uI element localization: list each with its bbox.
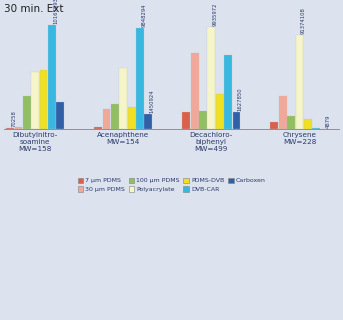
Bar — [14, 127, 22, 129]
Bar — [191, 53, 199, 129]
Text: 10167893: 10167893 — [53, 0, 58, 24]
Text: 9935972: 9935972 — [213, 3, 218, 26]
Text: 70258: 70258 — [11, 110, 16, 127]
Bar — [224, 55, 232, 129]
Bar — [304, 119, 312, 129]
Text: 30 min. Ext: 30 min. Ext — [4, 4, 64, 14]
Text: 1450924: 1450924 — [150, 89, 155, 113]
Bar — [31, 72, 39, 129]
Text: 4879: 4879 — [326, 114, 331, 128]
Legend: 7 μm PDMS, 30 μm PDMS, 100 μm PDMS, Polyacrylate, PDMS-DVB, DVB-CAR, Carboxen: 7 μm PDMS, 30 μm PDMS, 100 μm PDMS, Poly… — [75, 175, 268, 195]
Bar — [128, 107, 135, 129]
Bar — [287, 116, 295, 129]
Bar — [48, 25, 56, 129]
Text: 91374108: 91374108 — [301, 7, 306, 34]
Bar — [182, 112, 190, 129]
Bar — [94, 127, 102, 129]
Bar — [111, 104, 119, 129]
Bar — [23, 96, 31, 129]
Bar — [296, 35, 303, 129]
Text: 1627850: 1627850 — [238, 87, 243, 111]
Bar — [199, 111, 207, 129]
Bar — [119, 68, 127, 129]
Bar — [216, 94, 224, 129]
Bar — [56, 102, 64, 129]
Bar — [40, 70, 47, 129]
Bar — [208, 27, 215, 129]
Bar — [279, 96, 287, 129]
Bar — [312, 128, 320, 129]
Bar — [6, 128, 14, 129]
Bar — [144, 114, 152, 129]
Bar — [233, 112, 240, 129]
Bar — [136, 28, 144, 129]
Bar — [271, 122, 278, 129]
Bar — [103, 108, 110, 129]
Text: 9848294: 9848294 — [141, 3, 146, 27]
